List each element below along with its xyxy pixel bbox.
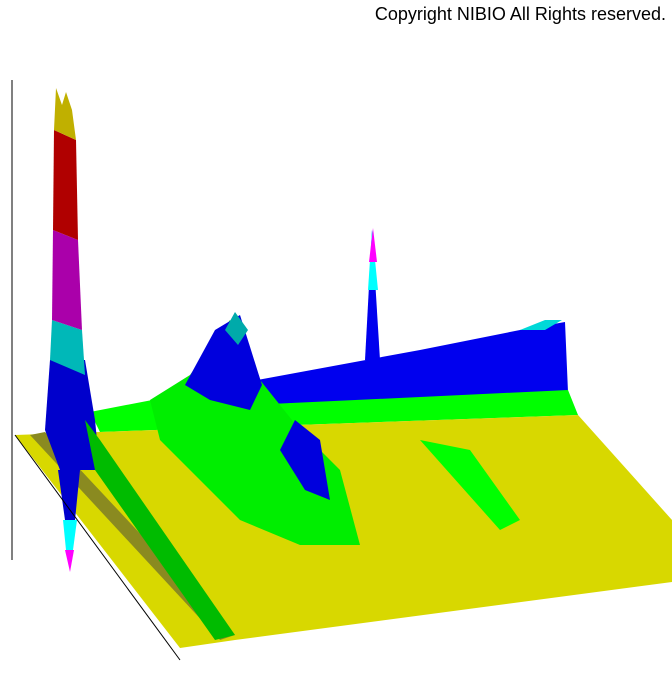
left-peak-cyan [50, 320, 85, 375]
left-peak-blue [45, 360, 100, 470]
copyright-text: Copyright NIBIO All Rights reserved. [374, 4, 666, 24]
mid-peak [365, 230, 380, 360]
left-dip-blue [58, 470, 80, 520]
floor-green-streak [420, 440, 520, 530]
left-peak-top [54, 88, 76, 140]
left-dip-magenta [65, 550, 74, 572]
cyan-tip [520, 320, 562, 330]
cluster-blue-2 [280, 420, 330, 500]
blue-band [230, 322, 568, 405]
x-axis [14, 434, 181, 661]
left-dip-cyan [63, 520, 77, 550]
cluster-cyan [225, 312, 248, 345]
left-peak-red [53, 130, 78, 240]
mid-peak-top [369, 228, 377, 262]
left-peak-magenta [52, 230, 82, 330]
left-green-ridge [85, 420, 235, 640]
cluster-blue [185, 315, 262, 410]
